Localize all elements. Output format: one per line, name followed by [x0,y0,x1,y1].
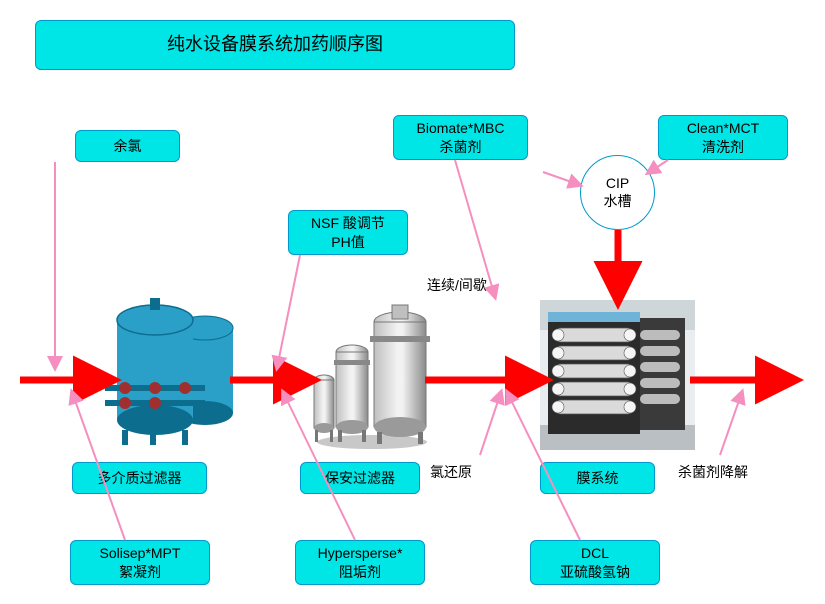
label-text: 多介质过滤器 [98,469,182,487]
dose-arrow [480,392,501,455]
label-text: 保安过滤器 [325,469,395,487]
diagram-title: 纯水设备膜系统加药顺序图 [35,20,515,70]
label-text: 阻垢剂 [339,563,381,581]
label-text: 杀菌剂 [440,138,482,156]
label-text: CIP [606,175,629,191]
equipment-cartridge-filter [310,300,435,450]
label-text: 杀菌剂降解 [678,464,748,480]
label-text: Biomate*MBC [417,119,505,137]
label-text: Solisep*MPT [100,544,181,562]
box-hypersperse: Hypersperse* 阻垢剂 [295,540,425,585]
box-multimedia-filter: 多介质过滤器 [72,462,207,494]
label-text: 氯还原 [430,464,472,480]
label-text: 水槽 [604,191,632,211]
dose-arrow [720,392,742,455]
annotation-cl-reduction: 氯还原 [430,462,472,482]
label-text: 亚硫酸氢钠 [560,563,630,581]
label-text: DCL [581,544,609,562]
label-text: 絮凝剂 [119,563,161,581]
equipment-multimedia-filter [100,290,245,450]
box-cartridge-filter: 保安过滤器 [300,462,420,494]
label-text: Clean*MCT [687,119,759,137]
title-text: 纯水设备膜系统加药顺序图 [167,33,383,56]
label-text: NSF 酸调节 [311,214,385,232]
label-text: Hypersperse* [318,544,403,562]
annotation-biocide-degradation: 杀菌剂降解 [678,462,748,482]
dose-arrow [277,255,300,368]
box-clean-mct: Clean*MCT 清洗剂 [658,115,788,160]
equipment-membrane-system [540,300,695,450]
label-text: 膜系统 [577,469,619,487]
dose-arrow [543,172,580,185]
box-biomate: Biomate*MBC 杀菌剂 [393,115,528,160]
box-dcl: DCL 亚硫酸氢钠 [530,540,660,585]
dose-arrow [648,160,668,173]
cip-tank: CIP 水槽 [580,155,655,230]
label-text: 余氯 [114,137,142,155]
box-solisep: Solisep*MPT 絮凝剂 [70,540,210,585]
label-text: PH值 [331,233,364,251]
annotation-continuous: 连续/间歇 [427,275,487,295]
box-nsf-acid: NSF 酸调节 PH值 [288,210,408,255]
box-residual-chlorine: 余氯 [75,130,180,162]
label-text: 连续/间歇 [427,277,487,293]
box-membrane-system: 膜系统 [540,462,655,494]
label-text: 清洗剂 [702,138,744,156]
